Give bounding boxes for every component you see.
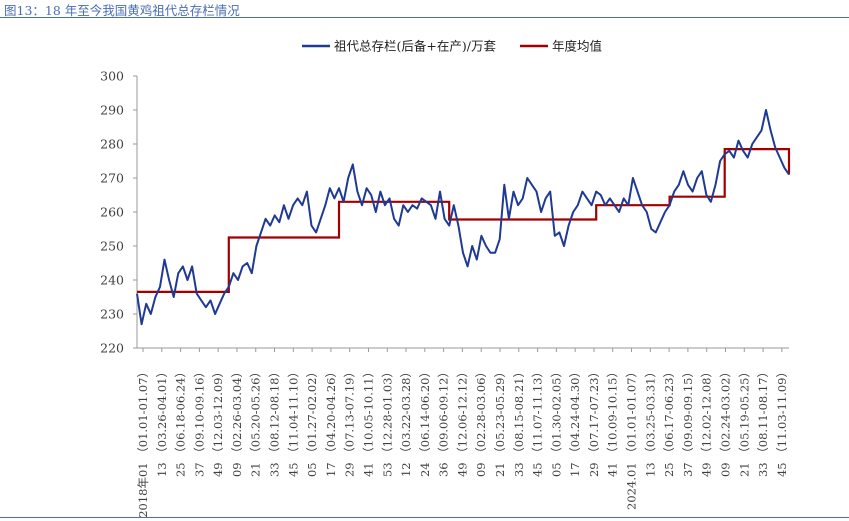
y-tick-label: 300	[100, 69, 124, 84]
x-tick-label: 49 （12.02-12.08）	[700, 366, 714, 477]
x-tick-label: 21 （05.23-05.29）	[493, 366, 507, 477]
x-tick-label: 21 （05.19-05.25）	[737, 366, 751, 477]
y-axis: 220 230 240 250 260 270 280 290 300	[100, 69, 138, 356]
x-tick-label: 09 （02.26-03.04）	[230, 366, 244, 477]
plot-area	[136, 109, 791, 326]
x-axis: 2018年01 （01.01-01.07） 13 （03.26-04.01） 25 …	[136, 347, 789, 518]
x-tick-label: 33 （08.11-08.17）	[756, 366, 770, 477]
x-tick-label: 41 （10.05-10.11）	[361, 366, 375, 477]
x-tick-label: 13 （03.25-03.31）	[643, 366, 657, 477]
y-tick-label: 250	[100, 239, 124, 254]
y-tick-label: 270	[100, 171, 124, 186]
x-tick-label: 49 （12.03-12.09）	[211, 366, 225, 477]
y-tick-label: 220	[100, 341, 124, 356]
x-tick-label: 05 （01.30-02.05）	[549, 366, 563, 477]
figure-title: 图13：18 年至今我国黄鸡祖代总存栏情况	[4, 3, 240, 18]
legend-label-stock: 祖代总存栏(后备+在产)/万套	[334, 39, 496, 54]
x-tick-label: 29 （07.17-07.23）	[587, 366, 601, 477]
series-line-annual-mean	[137, 148, 791, 293]
x-tick-label: 33 （08.12-08.18）	[268, 366, 282, 477]
x-tick-label: 17 （04.20-04.26）	[324, 366, 338, 477]
x-tick-label: 24 （06.14-06.20）	[418, 366, 432, 477]
x-tick-label: 17 （04.24-04.30）	[568, 366, 582, 477]
x-tick-label: 33 （08.15-08.21）	[512, 366, 526, 477]
bottom-rule	[0, 517, 849, 518]
x-tick-label: 37 （09.09-09.15）	[681, 366, 695, 477]
x-tick-label: 2018年01 （01.01-01.07）	[136, 366, 150, 518]
legend-label-annual-mean: 年度均值	[552, 39, 602, 54]
x-tick-label: 41 （10.09-10.15）	[606, 366, 620, 477]
x-tick-label: 45 （11.03-11.09）	[775, 366, 789, 477]
x-tick-label: 05 （01.27-02.02）	[305, 366, 319, 477]
top-rule	[0, 17, 849, 18]
x-tick-label: 25 （06.17-06.23）	[662, 366, 676, 477]
x-tick-label: 53 （12.28-01.03）	[380, 366, 394, 477]
x-tick-label: 37 （09.10-09.16）	[192, 366, 206, 477]
series-line-grandparent-stock	[136, 109, 790, 326]
x-tick-label: 36 （09.06-09.12）	[437, 366, 451, 477]
y-tick-label: 240	[100, 273, 124, 288]
y-tick-label: 280	[100, 137, 124, 152]
y-tick-label: 260	[100, 205, 124, 220]
x-tick-label: 49 （12.06-12.12）	[455, 366, 469, 477]
x-tick-label: 09 （02.28-03.06）	[474, 366, 488, 477]
y-tick-label: 230	[100, 307, 124, 322]
y-tick-label: 290	[100, 103, 124, 118]
x-tick-label: 21 （05.20-05.26）	[249, 366, 263, 477]
x-tick-label: 45 （11.07-11.13）	[531, 366, 545, 477]
x-tick-label: 13 （03.26-04.01）	[155, 366, 169, 477]
x-tick-label: 12 （03.22-03.28）	[399, 366, 413, 477]
legend: 祖代总存栏(后备+在产)/万套 年度均值	[302, 39, 602, 54]
x-tick-label: 2024.01 （01.01-01.07）	[625, 366, 639, 510]
x-tick-label: 45 （11.04-11.10）	[286, 366, 300, 477]
x-tick-label: 09 （02.24-03.02）	[718, 366, 732, 477]
x-tick-label: 29 （07.13-07.19）	[343, 366, 357, 477]
x-tick-label: 25 （06.18-06.24）	[174, 366, 188, 477]
